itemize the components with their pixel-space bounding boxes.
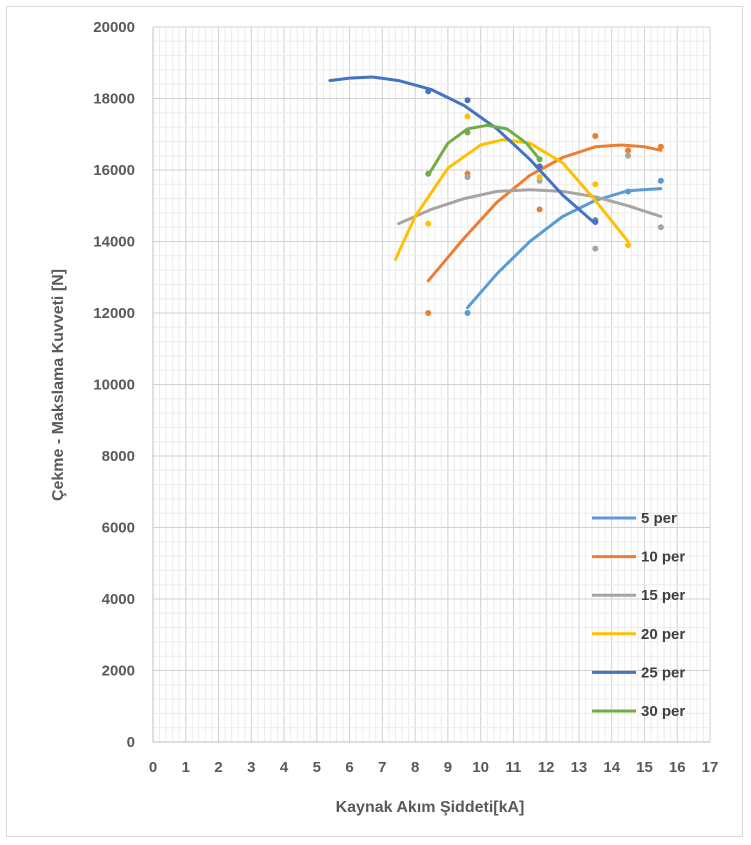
data-point-20-per — [425, 220, 432, 227]
x-tick-label: 15 — [636, 759, 653, 776]
trendline-15-per — [397, 188, 663, 226]
y-tick-label: 16000 — [93, 162, 135, 179]
x-tick-label: 6 — [345, 759, 353, 776]
x-tick-label: 3 — [247, 759, 255, 776]
y-tick-label: 14000 — [93, 234, 135, 251]
data-point-20-per — [592, 181, 599, 188]
y-tick-label: 20000 — [93, 19, 135, 36]
data-point-10-per — [625, 147, 632, 154]
data-point-5-per — [657, 177, 664, 184]
data-point-20-per — [464, 113, 471, 120]
data-point-20-per — [625, 242, 632, 249]
x-tick-label: 16 — [669, 759, 686, 776]
y-tick-label: 18000 — [93, 91, 135, 108]
y-axis-title: Çekme - Makslama Kuvveti [N] — [50, 269, 67, 501]
data-point-15-per — [657, 224, 664, 231]
data-point-25-per — [425, 88, 432, 95]
legend-label-20-per: 20 per — [641, 626, 685, 643]
y-tick-label: 8000 — [102, 448, 135, 465]
legend-label-5-per: 5 per — [641, 510, 677, 527]
legend-label-25-per: 25 per — [641, 664, 685, 681]
data-point-10-per — [657, 143, 664, 150]
data-point-15-per — [625, 152, 632, 159]
data-point-5-per — [625, 188, 632, 195]
data-point-30-per — [425, 170, 432, 177]
trendline-30-per — [426, 123, 542, 177]
x-tick-label: 7 — [378, 759, 386, 776]
x-tick-label: 12 — [538, 759, 555, 776]
axis-layer: 0 1 2 3 4 5 6 7 8 9 10 11 12 13 14 15 16 1702000400060008… — [93, 19, 718, 776]
y-tick-label: 4000 — [102, 591, 135, 608]
data-point-10-per — [536, 206, 543, 213]
y-tick-label: 0 — [127, 734, 135, 751]
data-point-15-per — [592, 245, 599, 252]
data-point-30-per — [464, 129, 471, 136]
x-tick-label: 10 — [472, 759, 489, 776]
data-point-5-per — [464, 310, 471, 316]
data-point-25-per — [536, 163, 543, 170]
trendline-10-per — [426, 143, 663, 283]
y-tick-label: 12000 — [93, 305, 135, 322]
data-point-30-per — [536, 156, 543, 163]
legend-label-30-per: 30 per — [641, 703, 685, 720]
trendline-20-per — [394, 138, 630, 261]
x-tick-label: 4 — [280, 759, 289, 776]
x-tick-label: 1 — [182, 759, 190, 776]
x-tick-label: 14 — [603, 759, 620, 776]
x-tick-label: 2 — [214, 759, 222, 776]
x-tick-label: 5 — [313, 759, 321, 776]
data-point-20-per — [536, 174, 543, 181]
x-axis-title: Kaynak Akım Şiddeti[kA] — [336, 799, 525, 816]
legend-label-10-per: 10 per — [641, 549, 685, 566]
x-tick-label: 17 — [702, 759, 719, 776]
data-point-25-per — [592, 218, 599, 225]
x-tick-label: 13 — [571, 759, 588, 776]
y-tick-label: 10000 — [93, 377, 135, 394]
x-tick-label: 8 — [411, 759, 419, 776]
data-point-25-per — [464, 97, 471, 104]
legend: 5 per 10 per 15 per 20 per 25 per 30 per — [592, 510, 685, 720]
x-tick-label: 0 — [149, 759, 157, 776]
data-point-10-per — [425, 310, 432, 316]
x-tick-label: 11 — [505, 759, 521, 776]
y-tick-label: 6000 — [102, 520, 135, 537]
data-point-15-per — [464, 174, 471, 181]
series-layer — [328, 75, 664, 316]
legend-label-15-per: 15 per — [641, 587, 685, 604]
x-tick-label: 9 — [444, 759, 452, 776]
trendline-25-per — [328, 75, 597, 226]
y-tick-label: 2000 — [102, 663, 135, 680]
data-point-10-per — [592, 133, 599, 140]
